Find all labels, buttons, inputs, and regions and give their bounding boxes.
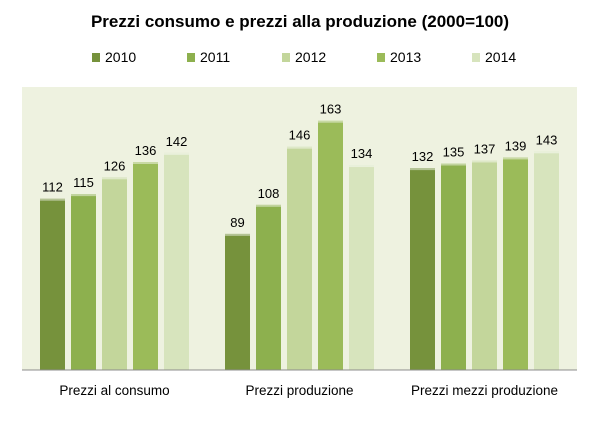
legend-label-2010: 2010 [105, 49, 136, 65]
data-label-2012-1: 126 [104, 158, 126, 173]
category-label-2: Prezzi produzione [245, 383, 353, 398]
category-labels: Prezzi al consumo Prezzi produzione Prezzi… [59, 383, 558, 398]
data-label-2013-1: 136 [135, 143, 157, 158]
bar-2012-1 [102, 177, 127, 370]
legend: 2010 2011 2012 2013 2014 [92, 49, 516, 65]
bar-2014-1 [164, 152, 189, 370]
legend-label-2011: 2011 [200, 49, 230, 65]
data-label-2012-2: 146 [289, 128, 311, 143]
legend-swatch-2011 [187, 53, 195, 62]
bar-2010-3 [410, 168, 435, 370]
bar-highlight [503, 157, 528, 160]
bar-2010-2 [225, 233, 250, 370]
data-labels: 112 115 126 136 142 89 108 146 163 134 132 135 137 13… [42, 102, 557, 230]
legend-swatch-2012 [282, 53, 290, 62]
legend-label-2012: 2012 [295, 49, 326, 65]
bar-2011-3 [441, 163, 466, 370]
bar-highlight [472, 160, 497, 163]
data-label-2010-2: 89 [230, 215, 244, 230]
bar-2014-2 [349, 165, 374, 370]
bar-2013-2 [318, 120, 343, 371]
category-label-3: Prezzi mezzi produzione [411, 383, 558, 398]
data-label-2010-3: 132 [412, 149, 434, 164]
bar-2010-1 [40, 198, 65, 370]
data-label-2011-1: 115 [73, 175, 94, 190]
bar-highlight [133, 162, 158, 164]
legend-swatch-2010 [92, 53, 100, 62]
bar-highlight [534, 151, 559, 154]
data-label-2014-3: 143 [536, 132, 558, 147]
bar-2013-3 [503, 157, 528, 370]
category-label-1: Prezzi al consumo [59, 383, 169, 398]
data-label-2013-3: 139 [505, 138, 527, 153]
data-label-2014-2: 134 [351, 146, 373, 161]
bar-highlight [287, 146, 312, 149]
legend-label-2014: 2014 [485, 49, 516, 65]
chart-title: Prezzi consumo e prezzi alla produzione … [91, 12, 509, 31]
bar-highlight [256, 204, 281, 207]
bar-highlight [71, 194, 96, 197]
legend-swatch-2014 [472, 53, 480, 62]
legend-swatch-2013 [377, 53, 385, 62]
bar-2013-1 [133, 162, 158, 370]
data-label-2013-2: 163 [320, 102, 342, 117]
data-label-2011-3: 135 [443, 145, 465, 160]
legend-label-2013: 2013 [390, 49, 421, 65]
bars [40, 120, 559, 371]
data-label-2010-1: 112 [42, 180, 63, 195]
bar-2012-2 [287, 146, 312, 370]
bar-highlight [441, 163, 466, 166]
bar-highlight [318, 120, 343, 123]
bar-2014-3 [534, 151, 559, 370]
bar-highlight [164, 152, 189, 155]
bar-2011-1 [71, 194, 96, 370]
bar-highlight [225, 233, 250, 236]
data-label-2011-2: 108 [258, 186, 280, 201]
bar-2012-3 [472, 160, 497, 370]
data-label-2014-1: 142 [166, 134, 188, 149]
bar-2011-2 [256, 204, 281, 370]
bar-highlight [349, 165, 374, 168]
bar-highlight [40, 198, 65, 201]
bar-highlight [102, 177, 127, 180]
data-label-2012-3: 137 [474, 141, 496, 156]
bar-highlight [410, 168, 435, 171]
